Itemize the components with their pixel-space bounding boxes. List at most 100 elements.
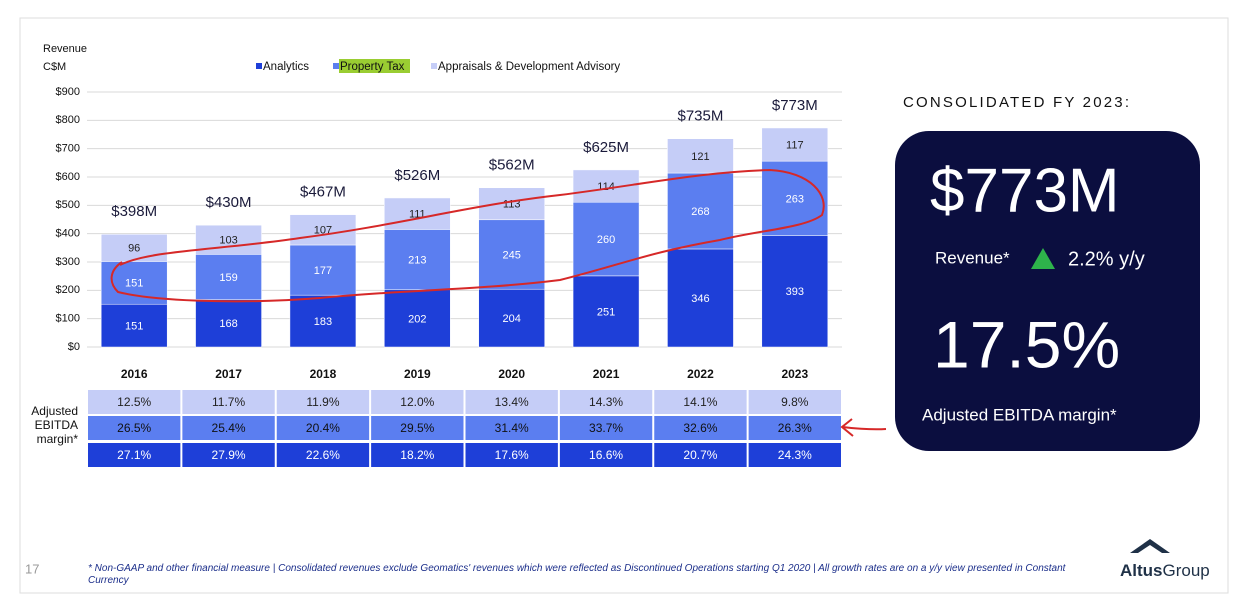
y-tick-label: $200 [56,284,80,296]
table-value: 11.7% [212,395,245,409]
y-tick-label: $800 [56,114,80,126]
table-cell [88,443,181,467]
y-tick-label: $500 [56,199,80,211]
table-cell [371,390,464,414]
table-cell [465,416,558,440]
segment-label: 151 [125,278,143,290]
page-number: 17 [25,561,39,576]
summary-panel [895,131,1200,451]
table-value: 27.1% [117,448,151,462]
bar-segment [289,244,357,296]
x-tick-label: 2023 [781,367,808,381]
table-cell [748,443,841,467]
logo-b: Group [1163,561,1210,580]
x-tick-label: 2018 [310,367,337,381]
segment-label: 96 [128,243,140,255]
segment-label: 260 [597,234,615,246]
table-value: 33.7% [589,421,623,435]
y-axis-label: C$M [43,61,66,73]
x-tick-label: 2021 [593,367,620,381]
table-value: 9.8% [781,395,809,409]
table-cell [276,443,370,467]
table-value: 14.3% [589,395,623,409]
table-value: 22.6% [306,448,340,462]
table-cell [88,416,181,440]
y-tick-label: $0 [68,341,80,353]
table-cell [654,416,747,440]
x-tick-label: 2020 [498,367,525,381]
legend-marker [333,63,339,69]
bar-segment [384,289,451,348]
logo-icon [1130,539,1170,553]
table-label: Adjusted EBITDA margin* [31,404,78,446]
table-value: 26.3% [778,421,812,435]
bar-segment [478,288,545,348]
table-cell [559,390,653,414]
total-label: $773M [772,97,818,114]
table-cell [654,443,747,467]
table-value: 29.5% [400,421,434,435]
bar-segment [572,201,640,277]
table-value: 12.5% [117,395,151,409]
bar-segment [478,187,545,221]
table-value: 24.3% [778,448,812,462]
segment-label: 103 [219,235,237,247]
segment-label: 183 [314,316,332,328]
table-value: 14.1% [683,395,717,409]
table-value: 20.4% [306,421,340,435]
segment-label: 268 [691,206,709,218]
bar-segment [195,254,262,300]
bar-segment [100,233,168,262]
x-tick-label: 2017 [215,367,242,381]
total-label: $562M [489,157,535,174]
table-value: 26.5% [117,421,151,435]
y-axis-label: Revenue [43,43,87,55]
total-label: $526M [394,167,440,184]
bar-segment [289,294,357,348]
table-value: 12.0% [400,395,434,409]
total-label: $467M [300,184,346,201]
annotation-loop [110,168,825,303]
bar-segment [289,214,357,246]
table-value: 16.6% [589,448,623,462]
segment-label: 204 [503,313,521,325]
segment-label: 263 [786,193,804,205]
table-value: 32.6% [683,421,717,435]
x-tick-label: 2019 [404,367,431,381]
logo-a: Altus [1120,561,1163,580]
y-tick-label: $400 [56,228,80,240]
bar-segment [572,275,640,348]
table-cell [276,416,370,440]
table-value: 25.4% [212,421,246,435]
table-cell [748,390,841,414]
y-tick-label: $300 [56,256,80,268]
table-cell [371,443,464,467]
table-cell [276,390,370,414]
segment-label: 202 [408,313,426,325]
table-cell [748,416,841,440]
table-cell [465,390,558,414]
summary-growth: 2.2% y/y [1068,248,1145,270]
table-cell [182,390,275,414]
legend-marker [256,63,262,69]
table-cell [559,416,653,440]
legend-marker [431,63,437,69]
x-tick-label: 2016 [121,367,148,381]
y-tick-label: $100 [56,313,80,325]
table-value: 11.9% [306,395,339,409]
table-cell [654,390,747,414]
logo: AltusGroup [1120,561,1210,580]
total-label: $398M [111,203,157,220]
table-cell [88,390,181,414]
x-tick-label: 2022 [687,367,714,381]
bar-segment [761,127,829,162]
y-tick-label: $900 [56,86,80,98]
table-cell [182,443,275,467]
legend-highlight [339,59,410,73]
segment-label: 121 [691,151,709,163]
segment-label: 159 [219,272,237,284]
segment-label: 251 [597,306,615,318]
segment-label: 168 [219,318,237,330]
table-cell [465,443,558,467]
